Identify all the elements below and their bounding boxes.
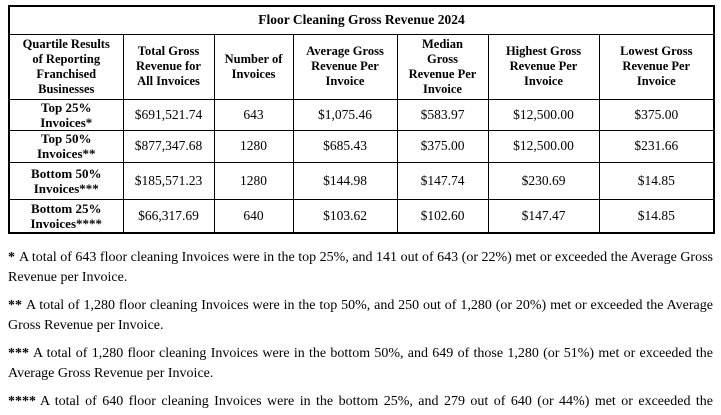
footnote-text: A total of 643 floor cleaning Invoices w… [8,250,713,285]
footnote-text: A total of 1,280 floor cleaning Invoices… [8,346,713,381]
table-title-row: Floor Cleaning Gross Revenue 2024 [8,5,715,35]
cell-lowest: $14.85 [598,198,715,234]
cell-highest: $12,500.00 [487,98,600,131]
footnote-text: A total of 1,280 floor cleaning Invoices… [8,298,713,333]
table-row-bottom-50: Bottom 50% Invoices*** $185,571.23 1280 … [8,161,715,200]
cell-highest: $230.69 [487,161,600,200]
cell-num-invoices: 643 [213,98,294,131]
cell-num-invoices: 1280 [213,129,294,163]
footnote-bottom-25: **** A total of 640 floor cleaning Invoic… [8,392,713,415]
cell-average: $1,075.46 [292,98,398,131]
table-row-bottom-25: Bottom 25% Invoices**** $66,317.69 640 $… [8,198,715,234]
footnote-marker: * [8,250,15,265]
column-header-lowest-gross: Lowest Gross Revenue Per Invoice [598,33,715,100]
cell-lowest: $375.00 [598,98,715,131]
table-row-top-25: Top 25% Invoices* $691,521.74 643 $1,075… [8,98,715,131]
table-row-top-50: Top 50% Invoices** $877,347.68 1280 $685… [8,129,715,163]
footnote-text: A total of 640 floor cleaning Invoices w… [8,394,713,415]
cell-total-gross: $185,571.23 [122,161,215,200]
footnote-bottom-50: *** A total of 1,280 floor cleaning Invoi… [8,344,713,384]
column-header-total-gross-revenue: Total Gross Revenue for All Invoices [122,33,215,100]
cell-lowest: $231.66 [598,129,715,163]
cell-average: $144.98 [292,161,398,200]
cell-total-gross: $691,521.74 [122,98,215,131]
cell-total-gross: $66,317.69 [122,198,215,234]
row-label: Top 50% Invoices** [8,129,124,163]
table-header-row: Quartile Results of Reporting Franchised… [8,33,715,100]
column-header-quartile: Quartile Results of Reporting Franchised… [8,33,124,100]
row-label: Top 25% Invoices* [8,98,124,131]
cell-median: $102.60 [396,198,489,234]
cell-highest: $12,500.00 [487,129,600,163]
footnotes-section: * A total of 643 floor cleaning Invoices … [8,248,713,415]
cell-lowest: $14.85 [598,161,715,200]
footnote-top-25: * A total of 643 floor cleaning Invoices … [8,248,713,288]
cell-median: $583.97 [396,98,489,131]
column-header-average-gross: Average Gross Revenue Per Invoice [292,33,398,100]
row-label: Bottom 50% Invoices*** [8,161,124,200]
footnote-top-50: ** A total of 1,280 floor cleaning Invoic… [8,296,713,336]
footnote-marker: **** [8,394,36,409]
cell-median: $375.00 [396,129,489,163]
cell-median: $147.74 [396,161,489,200]
footnote-marker: ** [8,298,22,313]
cell-num-invoices: 1280 [213,161,294,200]
revenue-table: Floor Cleaning Gross Revenue 2024 Quarti… [8,5,716,234]
cell-num-invoices: 640 [213,198,294,234]
table-title: Floor Cleaning Gross Revenue 2024 [8,5,715,35]
column-header-number-of-invoices: Number of Invoices [213,33,294,100]
cell-average: $685.43 [292,129,398,163]
cell-highest: $147.47 [487,198,600,234]
cell-total-gross: $877,347.68 [122,129,215,163]
column-header-median-gross: Median Gross Revenue Per Invoice [396,33,489,100]
cell-average: $103.62 [292,198,398,234]
row-label: Bottom 25% Invoices**** [8,198,124,234]
footnote-marker: *** [8,346,29,361]
column-header-highest-gross: Highest Gross Revenue Per Invoice [487,33,600,100]
